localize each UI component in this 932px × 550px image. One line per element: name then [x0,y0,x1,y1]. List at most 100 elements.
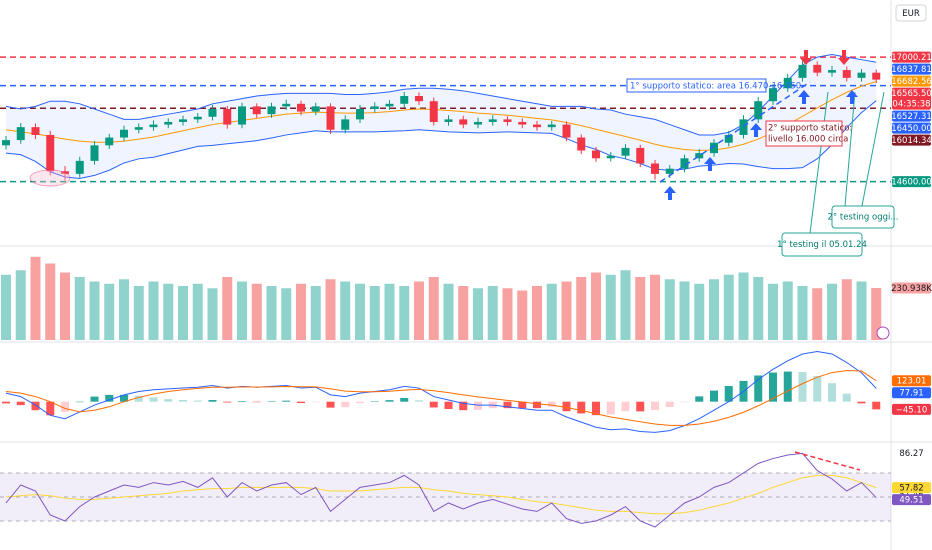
arrow-up [798,90,810,104]
price-tag-label: 16450.00 [891,124,932,134]
candle-body [769,88,777,102]
volume-bar [133,286,144,340]
volume-bar [237,281,247,340]
macd-histogram-bar [724,386,733,402]
macd-histogram-bar [813,375,822,402]
price-tag [892,122,931,134]
annotation-box [831,205,895,229]
connector [844,91,856,207]
candle-body [577,137,586,151]
arrow-up [750,123,762,137]
macd-histogram-bar [754,375,763,402]
candle-body [518,121,527,125]
macd-histogram-bar [31,401,40,411]
macd-histogram-bar [503,401,512,409]
candle-body [31,127,40,135]
candle-body [459,119,468,125]
candle-body [592,150,600,159]
candle-body [798,64,807,78]
volume-bar [325,279,336,340]
candle-body [488,119,497,122]
price-tag-label: 16527.31 [891,112,932,122]
y-tick-label: 86.27 [899,449,923,459]
macd-histogram-bar [46,401,55,416]
macd-histogram-bar [370,401,379,402]
candle-body [547,124,556,128]
price-tag [892,176,931,188]
candle-body [651,163,659,174]
candle-body [2,140,10,146]
candle-body [149,124,158,128]
macd-histogram-bar [267,401,276,402]
candle-body [562,124,571,138]
macd-histogram-bar [680,401,689,403]
arrow-down [838,50,850,65]
volume-tag [892,282,931,294]
candle-body [754,101,763,120]
countdown: 04:35:38 [892,100,930,110]
bollinger-upper [5,53,877,136]
annotation: 1° testing il 05.01.24 [777,240,867,250]
price-tag [892,51,931,63]
candle-body [680,158,689,169]
plot-layer: 17000.21 16837.81 16682.56 16565.5004:35:38… [0,51,932,528]
macd-histogram-bar [518,401,527,409]
currency-box[interactable] [895,4,927,22]
volume-bar [45,263,56,340]
volume-bar [709,279,719,340]
volume-bar [797,286,808,340]
volume-bar [664,279,675,340]
candle-body [282,103,291,107]
candle-body [105,137,114,146]
volume-bar [576,277,587,340]
candle-body [385,103,394,107]
volume-bar [163,283,174,340]
volume-bar [679,281,690,340]
candle-body [370,106,379,109]
candle-body [208,108,217,117]
macd-histogram-bar [651,401,659,411]
macd-histogram-bar [61,401,69,412]
volume-bar [827,283,837,340]
macd-histogram-bar [134,395,143,402]
volume-bar [723,274,734,340]
volume-bar [812,288,823,340]
volume-bar [753,277,764,340]
volume-bar [384,283,395,340]
rsi-line [5,452,877,528]
volume-bar [340,281,351,340]
bollinger-fill [6,54,877,179]
highlight-ellipse [29,169,71,187]
macd-histogram-bar [415,400,423,402]
volume-bar [502,288,513,340]
candle-body [695,153,704,159]
candle-body [179,119,187,122]
price-tag [892,494,931,506]
macd-histogram-bar [90,396,99,402]
macd-histogram-bar [547,401,556,407]
candle-body [739,119,748,135]
candle-body [636,147,645,164]
price-tag [892,75,931,87]
divergence-line [794,451,861,471]
volume-bar [768,283,778,340]
macd-histogram-bar [2,401,10,404]
price-tag-label: 14600.00 [891,178,932,188]
macd-histogram-bar [621,401,630,412]
volume-bar [192,283,203,340]
price-tag [892,375,931,387]
volume-bar [856,281,867,340]
event-icon[interactable] [876,326,890,340]
currency[interactable]: EUR [902,9,920,19]
price-tag-label: 49.51 [899,496,923,506]
macd-histogram-bar [223,401,232,403]
connector [809,91,829,234]
macd-histogram-bar [769,372,777,402]
macd-histogram-bar [356,401,364,404]
volume-bar [89,281,100,340]
candle-body [474,121,482,125]
macd-histogram-bar [252,401,261,403]
candle-body [120,129,128,138]
candle-body [75,160,84,174]
